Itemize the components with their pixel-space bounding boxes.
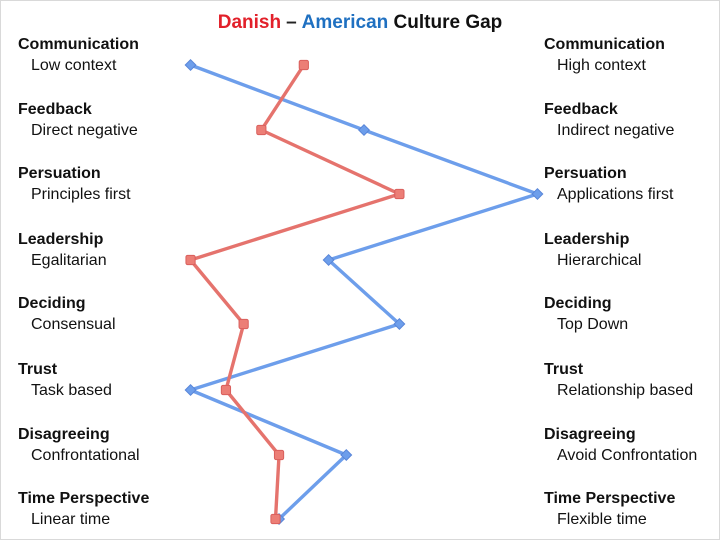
dimension-row-left: Feedback Direct negative [18,99,138,141]
dimension-row-left: Trust Task based [18,359,112,401]
dimension-name: Trust [544,361,584,378]
american-marker [184,383,197,397]
dimension-name: Leadership [544,231,630,248]
dimension-row-left: Deciding Consensual [18,293,116,335]
dimension-right-pole-label: Top Down [557,316,629,333]
dimension-name: Persuation [18,165,101,182]
dimension-right-pole-label: Avoid Confrontation [557,447,698,464]
dimension-right-pole-label: High context [557,57,646,74]
dimension-right-pole-label: Flexible time [557,511,647,528]
american-series-line [188,63,540,521]
dimension-row-right: Leadership Hierarchical [544,229,641,271]
dimension-row-right: Deciding Top Down [544,293,628,335]
dimension-name: Trust [18,361,58,378]
dimension-row-left: Communication Low context [18,34,139,76]
danish-marker [220,384,232,396]
dimension-row-left: Persuation Principles first [18,163,131,205]
american-marker [184,58,197,72]
dimension-name: Feedback [544,101,618,118]
dimension-row-right: Disagreeing Avoid Confrontation [544,424,697,466]
dimension-name: Disagreeing [544,426,636,443]
american-marker [357,123,371,137]
dimension-right-pole-label: Hierarchical [557,252,642,269]
danish-marker [270,513,281,525]
dimension-row-right: Communication High context [544,34,665,76]
danish-series-line [188,63,402,521]
dimension-left-pole-label: Linear time [31,511,111,528]
dimension-name: Disagreeing [18,426,110,443]
dimension-name: Persuation [544,165,627,182]
dimension-name: Time Perspective [18,490,150,507]
title-dash: – [286,12,297,33]
dimension-row-left: Disagreeing Confrontational [18,424,140,466]
dimension-row-left: Leadership Egalitarian [18,229,107,271]
dimension-row-right: Trust Relationship based [544,359,693,401]
american-marker [340,448,353,462]
chart-title: Danish – American Culture Gap [1,12,719,34]
dimension-left-pole-label: Task based [31,382,112,399]
title-suffix: Culture Gap [393,12,503,33]
dimension-left-pole-label: Direct negative [31,122,138,139]
dimension-name: Deciding [18,295,86,312]
dimension-right-pole-label: Applications first [557,186,674,203]
dimension-right-pole-label: Relationship based [557,382,694,399]
danish-marker [185,254,196,266]
dimension-left-pole-label: Confrontational [31,447,140,464]
title-american-legend: American [301,12,389,33]
dimension-name: Deciding [544,295,612,312]
dimension-name: Feedback [18,101,92,118]
dimension-left-pole-label: Consensual [31,316,116,333]
title-danish-legend: Danish [217,12,282,33]
american-marker [393,317,406,331]
dimension-row-left: Time Perspective Linear time [18,488,149,530]
dimension-row-right: Time Perspective Flexible time [544,488,675,530]
danish-marker [394,188,405,200]
american-marker [531,187,544,201]
dimension-row-right: Persuation Applications first [544,163,674,205]
dimension-left-pole-label: Principles first [31,186,131,203]
danish-marker [298,59,309,71]
dimension-name: Communication [544,36,665,53]
danish-marker [238,318,249,330]
dimension-name: Leadership [18,231,104,248]
danish-marker [256,124,267,136]
dimension-right-pole-label: Indirect negative [557,122,675,139]
dimension-left-pole-label: Egalitarian [31,252,107,269]
dimension-name: Time Perspective [544,490,676,507]
dimension-name: Communication [18,36,139,53]
danish-marker [273,449,285,461]
dimension-row-right: Feedback Indirect negative [544,99,674,141]
american-marker [322,253,335,267]
dimension-left-pole-label: Low context [31,57,117,74]
